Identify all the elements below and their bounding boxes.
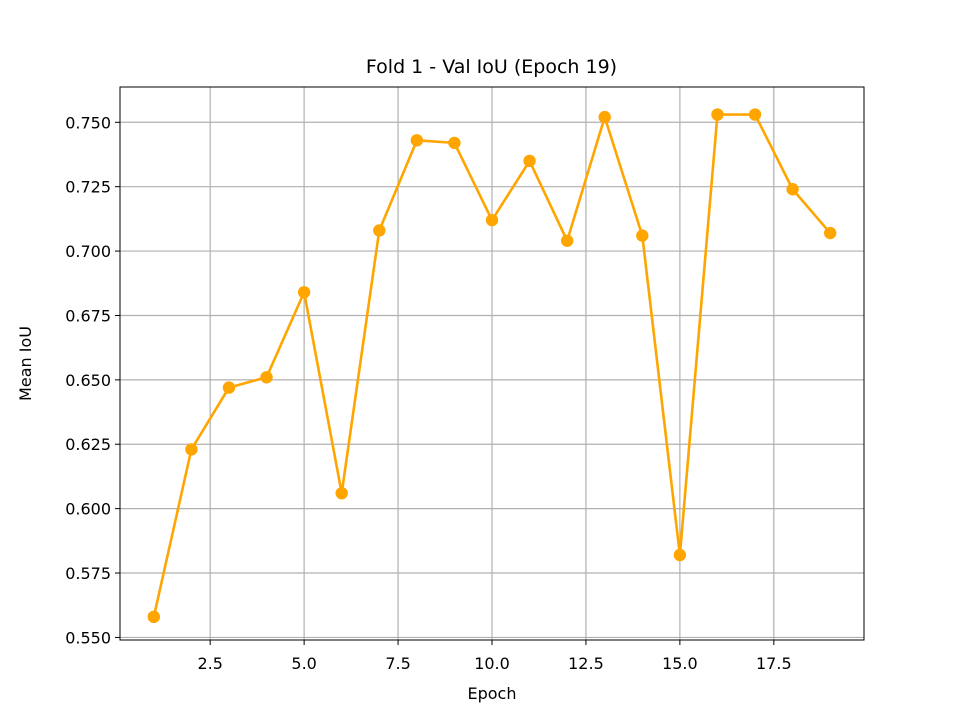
x-tick-label: 10.0 [474,654,510,673]
x-tick-label: 15.0 [662,654,698,673]
data-point [185,443,198,456]
x-axis: 2.5 5.0 7.5 10.0 12.5 15.0 17.5 [197,640,792,673]
y-tick-label: 0.650 [65,371,111,390]
y-tick-label: 0.725 [65,178,111,197]
data-point [297,286,311,299]
data-point [786,183,799,196]
data-point [636,229,649,242]
data-point [485,213,499,227]
data-point [523,154,536,168]
data-point [147,610,161,624]
y-tick-label: 0.625 [65,435,111,454]
data-point [598,110,611,124]
data-point [335,486,348,500]
data-point [748,108,762,121]
data-point [711,108,724,121]
x-tick-label: 2.5 [197,654,222,673]
data-point [260,371,273,384]
data-point [222,381,236,394]
y-tick-label: 0.700 [65,242,111,261]
data-point [373,224,386,237]
grid [120,87,864,640]
data-point [673,548,687,562]
y-axis: 0.550 0.575 0.600 0.625 0.650 0.675 0.700 0.725… [65,113,120,647]
series-layer [147,108,837,624]
y-axis-label: Mean IoU [16,326,35,401]
y-tick-label: 0.750 [65,113,111,132]
x-tick-label: 7.5 [385,654,410,673]
y-tick-label: 0.575 [65,564,111,583]
x-tick-label: 5.0 [291,654,316,673]
data-point [410,134,424,147]
y-tick-label: 0.550 [65,628,111,647]
x-tick-label: 12.5 [568,654,604,673]
chart-title: Fold 1 - Val IoU (Epoch 19) [366,56,617,78]
y-tick-label: 0.600 [65,500,111,519]
x-tick-label: 17.5 [756,654,792,673]
data-point [560,234,574,247]
y-tick-label: 0.675 [65,306,111,325]
x-axis-label: Epoch [468,684,517,703]
data-point [823,226,837,240]
data-point [448,136,461,150]
